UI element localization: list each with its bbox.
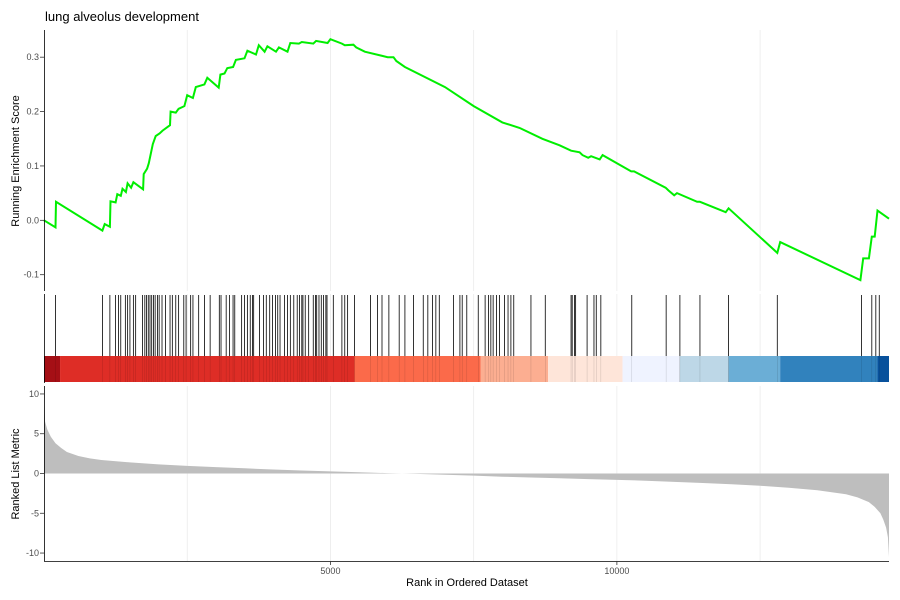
metric-y-tick-label: 0 [34,469,39,479]
es-y-tick-label: 0.0 [26,215,39,225]
rank-color-segment [728,356,781,382]
rank-color-segment [480,356,549,382]
rank-color-segment [60,356,355,382]
rank-color-segment [622,356,680,382]
metric-y-tick-label: 5 [34,429,39,439]
rank-color-segment [44,356,61,382]
panel-ranked-metric: 10 5 0 -5 -10 5000 10000 Ranked List Metric R… [10,386,889,589]
panel-gene-hits [44,294,889,383]
es-y-tick-label: 0.2 [26,107,39,117]
x-tick-label: 10000 [604,566,629,576]
es-gridlines [186,30,761,291]
metric-area [44,405,889,557]
rank-color-segment [877,356,889,382]
x-tick-label: 5000 [320,566,340,576]
es-y-tick-label: -0.1 [23,270,39,280]
es-y-ticks: -0.1 0.0 0.1 0.2 0.3 [23,52,44,280]
panel-enrichment-score: -0.1 0.0 0.1 0.2 0.3 Running Enrichment Scor… [10,30,890,291]
rank-color-segment [548,356,623,382]
plot-title: lung alveolus development [45,9,199,24]
rank-color-bar [44,356,889,382]
es-y-axis-title: Running Enrichment Score [10,95,22,226]
es-y-tick-label: 0.1 [26,161,39,171]
es-line [43,37,890,282]
rank-color-segment [354,356,481,382]
metric-y-tick-label: 10 [29,389,39,399]
rank-color-segment [780,356,878,382]
x-ticks: 5000 10000 [320,561,629,576]
es-y-tick-label: 0.3 [26,52,39,62]
metric-y-axis-title: Ranked List Metric [10,428,22,520]
hit-gridlines [186,294,761,356]
x-axis-title: Rank in Ordered Dataset [406,577,528,589]
rank-color-segment [679,356,729,382]
metric-y-ticks: 10 5 0 -5 -10 [26,389,44,558]
metric-y-tick-label: -10 [26,548,39,558]
metric-y-tick-label: -5 [31,508,39,518]
